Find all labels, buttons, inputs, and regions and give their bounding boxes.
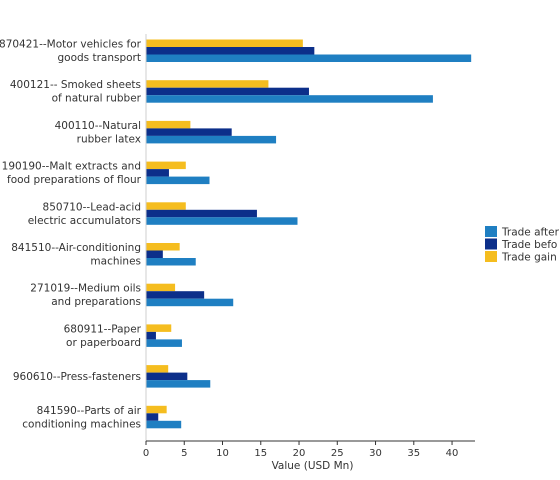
category-label: 271019--Medium oils — [30, 283, 141, 295]
bar-trade-befo-6 — [146, 291, 205, 299]
bar-trade-gain-3 — [146, 161, 186, 170]
bar-trade-gain-5 — [146, 243, 180, 251]
category-label: 960610--Press-fasteners — [13, 371, 141, 383]
x-tick-label: 15 — [254, 448, 267, 459]
category-label: 680911--Paper — [64, 323, 142, 335]
legend-label: Trade befo — [501, 239, 557, 251]
legend-label: Trade gain — [501, 252, 557, 264]
x-tick-label: 30 — [369, 448, 382, 459]
bar-trade-gain-2 — [146, 120, 191, 129]
bar-trade-befo-5 — [146, 250, 163, 258]
x-tick-label: 40 — [446, 448, 459, 459]
bar-trade-gain-4 — [146, 202, 186, 210]
bar-trade-befo-9 — [146, 413, 159, 421]
bar-trade-after-8 — [146, 380, 211, 388]
legend-swatch — [485, 226, 497, 237]
category-label: electric accumulators — [28, 215, 141, 227]
category-label: 841590--Parts of air — [37, 405, 142, 417]
category-label: 850710--Lead-acid — [43, 201, 141, 213]
category-label: 400121-- Smoked sheets — [10, 79, 141, 91]
x-axis: 0 5 10 15 20 25 30 35 40 — [143, 440, 475, 459]
bar-trade-after-1 — [146, 95, 433, 103]
category-label: of natural rubber — [52, 93, 142, 105]
bar-trade-gain-6 — [146, 283, 176, 292]
legend-label: Trade after — [501, 227, 560, 239]
bar-trade-gain-7 — [146, 324, 172, 332]
x-tick-label: 0 — [143, 448, 149, 459]
x-tick-label: 10 — [216, 448, 229, 459]
category-label: food preparations of flour — [7, 174, 142, 186]
bar-trade-befo-4 — [146, 209, 257, 218]
x-axis-title: Value (USD Mn) — [272, 460, 354, 472]
category-label: 870421--Motor vehicles for — [0, 39, 142, 51]
bar-trade-after-0 — [146, 54, 472, 62]
bar-trade-befo-0 — [146, 47, 315, 55]
bar-trade-after-5 — [146, 258, 196, 266]
category-label: machines — [90, 256, 141, 268]
bar-trade-befo-8 — [146, 372, 188, 381]
bar-trade-after-3 — [146, 176, 210, 185]
bar-trade-gain-1 — [146, 80, 269, 88]
category-label: 190190--Malt extracts and — [2, 161, 141, 173]
bar-trade-after-2 — [146, 135, 277, 144]
category-label: and preparations — [51, 296, 141, 308]
bar-trade-befo-3 — [146, 169, 169, 177]
bar-trade-after-9 — [146, 420, 182, 429]
category-label: conditioning machines — [22, 418, 141, 430]
bar-trade-gain-0 — [146, 39, 303, 47]
bar-trade-befo-2 — [146, 128, 232, 136]
bar-trade-after-4 — [146, 217, 298, 225]
x-tick-label: 25 — [331, 448, 344, 459]
legend-swatch — [485, 238, 497, 250]
x-tick-label: 20 — [293, 448, 306, 459]
category-label: or paperboard — [66, 337, 141, 349]
category-label: rubber latex — [77, 133, 141, 145]
bar-trade-befo-7 — [146, 331, 156, 340]
bars-group — [146, 39, 472, 429]
category-label: 400110--Natural — [55, 120, 141, 132]
bar-trade-after-7 — [146, 339, 182, 347]
category-label: goods transport — [57, 52, 141, 64]
bar-trade-after-6 — [146, 298, 234, 307]
x-tick-label: 35 — [407, 448, 420, 459]
category-label: 841510--Air-conditioning — [11, 242, 141, 254]
bar-trade-befo-1 — [146, 87, 309, 96]
bar-trade-gain-9 — [146, 405, 167, 414]
x-tick-label: 5 — [181, 448, 187, 459]
legend-swatch — [485, 251, 497, 262]
bar-trade-gain-8 — [146, 365, 169, 373]
